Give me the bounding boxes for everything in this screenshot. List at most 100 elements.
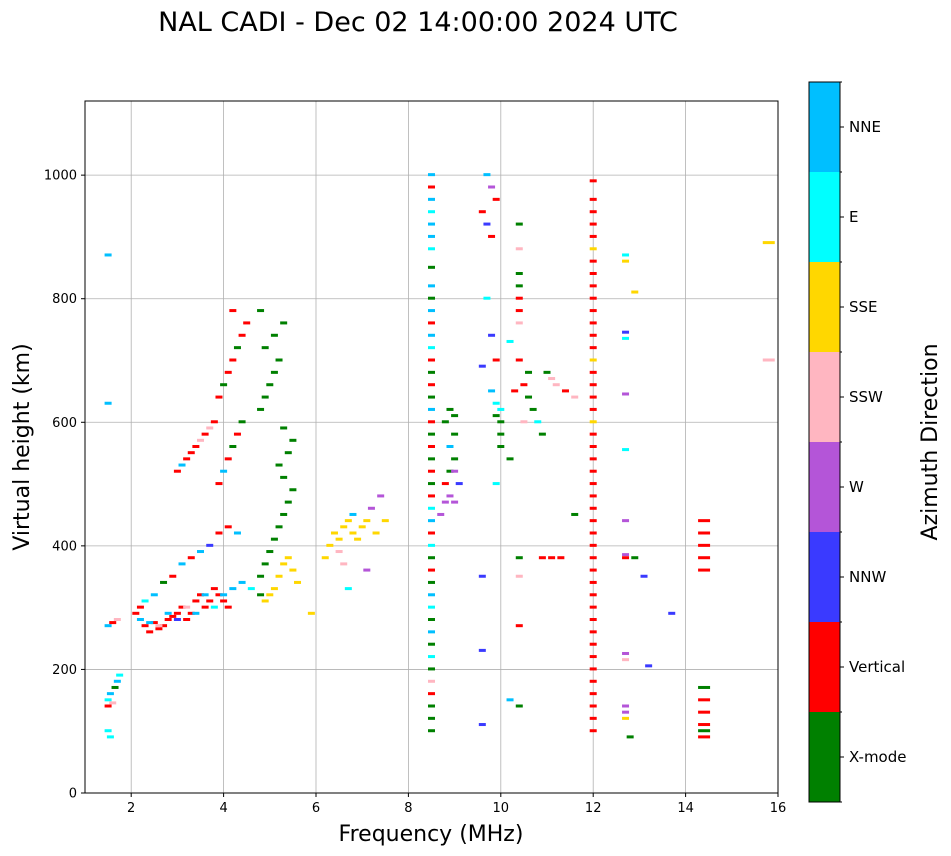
- echo-point: [270, 537, 278, 541]
- echo-point: [622, 704, 630, 708]
- echo-point: [428, 556, 435, 560]
- echo-point: [762, 241, 775, 245]
- echo-point: [104, 401, 112, 405]
- echo-point: [589, 519, 597, 523]
- echo-point: [589, 630, 597, 634]
- colorbar-category-label: NNW: [849, 568, 886, 586]
- echo-point: [506, 339, 514, 343]
- echo-point: [428, 729, 435, 733]
- echo-point: [206, 426, 214, 430]
- echo-point: [446, 407, 454, 411]
- echo-point: [178, 605, 186, 609]
- echo-point: [515, 296, 523, 300]
- echo-point: [571, 395, 579, 399]
- echo-point: [497, 432, 505, 436]
- echo-point: [247, 587, 255, 591]
- echo-point: [561, 389, 569, 393]
- echo-point: [589, 655, 597, 659]
- echo-point: [363, 519, 371, 523]
- echo-point: [552, 383, 560, 387]
- echo-point: [266, 550, 274, 554]
- echo-point: [136, 605, 144, 609]
- echo-point: [354, 537, 362, 541]
- echo-point: [155, 624, 163, 628]
- echo-point: [201, 432, 209, 436]
- x-tick-label: 16: [770, 801, 787, 816]
- echo-point: [515, 624, 523, 628]
- echo-point: [441, 500, 449, 504]
- echo-point: [622, 336, 630, 340]
- echo-point: [192, 599, 200, 603]
- x-axis-label: Frequency (MHz): [339, 822, 524, 847]
- echo-point: [589, 704, 597, 708]
- echo-point: [451, 457, 459, 461]
- echo-point: [645, 664, 653, 668]
- echo-point: [113, 679, 121, 683]
- echo-point: [589, 692, 597, 696]
- echo-point: [201, 593, 209, 597]
- echo-point: [622, 556, 630, 560]
- echo-point: [626, 735, 634, 739]
- echo-point: [515, 358, 523, 362]
- echo-point: [428, 655, 435, 659]
- echo-point: [266, 593, 274, 597]
- y-axis-label: Virtual height (km): [10, 343, 35, 550]
- echo-point: [111, 685, 119, 689]
- echo-point: [280, 562, 288, 566]
- x-tick-label: 12: [585, 801, 602, 816]
- echo-point: [116, 673, 124, 677]
- echo-point: [543, 370, 551, 374]
- echo-point: [377, 494, 385, 498]
- echo-point: [668, 611, 676, 615]
- echo-point: [428, 482, 435, 486]
- echo-point: [437, 512, 445, 516]
- colorbar-category-label: SSW: [849, 388, 883, 406]
- colorbar-segment: [809, 532, 840, 622]
- echo-point: [492, 482, 500, 486]
- colorbar: X-mode Vertical NNW W SSW SSE E NNE: [808, 81, 906, 803]
- x-tick-label: 2: [127, 801, 135, 816]
- echo-point: [428, 321, 435, 325]
- echo-point: [340, 525, 348, 529]
- echo-point: [192, 445, 200, 448]
- echo-point: [515, 272, 523, 275]
- echo-point: [183, 457, 191, 461]
- echo-point: [589, 247, 597, 251]
- echo-point: [284, 556, 292, 560]
- echo-point: [488, 185, 496, 189]
- echo-point: [428, 445, 435, 448]
- echo-point: [446, 469, 454, 473]
- echo-point: [698, 519, 711, 523]
- echo-point: [492, 358, 500, 362]
- echo-point: [589, 333, 597, 337]
- echo-point: [220, 469, 228, 473]
- echo-point: [497, 420, 505, 424]
- echo-point: [762, 358, 775, 362]
- echo-point: [169, 574, 177, 578]
- echo-point: [192, 611, 200, 615]
- echo-point: [428, 667, 435, 671]
- echo-point: [515, 247, 523, 251]
- x-tick-label: 8: [404, 801, 412, 816]
- echo-point: [257, 574, 265, 578]
- echo-point: [441, 482, 449, 486]
- echo-point: [589, 370, 597, 374]
- echo-point: [698, 685, 711, 689]
- echo-point: [428, 383, 435, 387]
- echo-point: [233, 432, 241, 436]
- x-tick-label: 14: [677, 801, 694, 816]
- echo-point: [589, 395, 597, 399]
- echo-point: [589, 556, 597, 560]
- colorbar-category-label: Vertical: [849, 658, 905, 676]
- echo-point: [275, 463, 283, 467]
- echo-point: [589, 445, 597, 448]
- y-tick-label: 200: [52, 663, 77, 678]
- echo-point: [455, 482, 463, 486]
- echo-point: [548, 556, 556, 560]
- echo-point: [224, 457, 232, 461]
- echo-point: [428, 531, 435, 535]
- echo-point: [525, 395, 533, 399]
- echo-point: [483, 173, 491, 177]
- echo-point: [589, 210, 597, 214]
- echo-point: [104, 253, 112, 257]
